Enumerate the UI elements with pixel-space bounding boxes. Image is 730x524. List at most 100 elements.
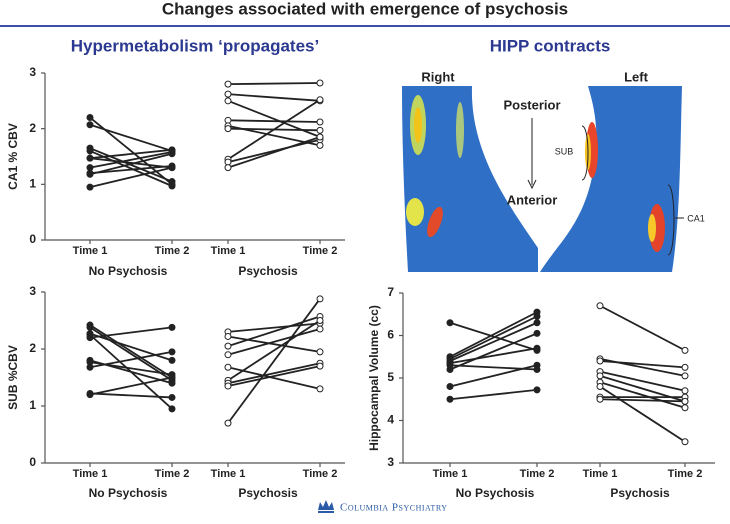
y-tick-label: 0 xyxy=(29,455,36,469)
data-point xyxy=(168,374,176,381)
footer: Columbia Psychiatry xyxy=(340,502,448,514)
slope-line xyxy=(89,152,173,176)
data-point xyxy=(316,79,324,87)
slope-line xyxy=(599,370,686,392)
group-label: Psychosis xyxy=(238,264,298,278)
x-tick-label: Time 1 xyxy=(433,468,468,480)
data-point xyxy=(316,96,324,104)
x-tick-label: Time 1 xyxy=(211,468,246,480)
group-label: No Psychosis xyxy=(456,486,535,500)
slope-line xyxy=(89,123,173,152)
group-label: Psychosis xyxy=(238,486,298,500)
data-point xyxy=(316,133,324,141)
data-point xyxy=(316,317,324,324)
data-point xyxy=(316,362,324,370)
data-point xyxy=(86,170,94,178)
data-point xyxy=(86,154,94,162)
slope-line xyxy=(89,148,173,160)
data-point xyxy=(168,150,176,158)
data-point xyxy=(224,97,232,105)
y-tick-label: 4 xyxy=(387,413,394,427)
slope-line xyxy=(449,311,538,358)
group-label: Psychosis xyxy=(610,486,670,500)
y-tick-label: 1 xyxy=(29,398,36,412)
slope-line xyxy=(227,82,321,86)
data-point xyxy=(224,419,232,427)
slope-line xyxy=(227,98,321,161)
x-tick-label: Time 2 xyxy=(155,245,190,257)
data-point xyxy=(86,363,94,371)
data-point xyxy=(681,404,689,412)
x-tick-label: Time 1 xyxy=(73,468,108,480)
slope-line xyxy=(227,138,321,163)
data-point xyxy=(446,366,454,373)
image-label: Anterior xyxy=(507,192,558,207)
data-point xyxy=(533,386,541,394)
slope-line xyxy=(449,347,538,365)
data-point xyxy=(224,90,232,98)
data-point xyxy=(168,405,176,413)
data-point xyxy=(316,325,324,333)
slope-line xyxy=(227,298,321,424)
data-point xyxy=(446,395,454,403)
image-label: Left xyxy=(624,69,649,84)
x-tick-label: Time 2 xyxy=(155,468,190,480)
slope-line xyxy=(89,165,173,175)
data-point xyxy=(446,383,454,390)
slope-line xyxy=(599,360,686,369)
data-point xyxy=(681,397,689,405)
slope-line xyxy=(227,328,321,356)
y-tick-label: 3 xyxy=(387,455,394,469)
y-tick-label: 1 xyxy=(29,177,36,191)
image-label: Posterior xyxy=(503,97,560,112)
data-point xyxy=(681,346,689,354)
slope-line xyxy=(449,321,538,352)
data-point xyxy=(316,295,324,303)
slope-line xyxy=(227,335,321,353)
data-point xyxy=(86,183,94,191)
data-point xyxy=(446,319,454,327)
data-point xyxy=(86,121,94,129)
slope-line xyxy=(227,136,321,169)
data-point xyxy=(224,80,232,88)
data-point xyxy=(596,372,604,380)
y-tick-label: 2 xyxy=(29,121,36,135)
data-point xyxy=(681,387,689,395)
slope-line xyxy=(227,362,321,385)
data-point xyxy=(596,395,604,403)
slope-line xyxy=(449,332,538,371)
slope-line xyxy=(599,381,686,409)
data-point xyxy=(224,342,232,350)
x-tick-label: Time 2 xyxy=(668,468,703,480)
slope-line xyxy=(599,304,686,352)
slope-line xyxy=(89,350,173,369)
data-point xyxy=(533,329,541,337)
data-point xyxy=(224,125,232,133)
data-point xyxy=(86,114,94,122)
data-point xyxy=(681,372,689,380)
data-point xyxy=(224,363,232,371)
data-point xyxy=(86,391,94,399)
data-point xyxy=(533,319,541,327)
x-tick-label: Time 2 xyxy=(520,468,555,480)
slide-title: Changes associated with emergence of psy… xyxy=(162,0,568,18)
slope-line xyxy=(449,321,538,362)
slope-line xyxy=(449,389,538,401)
data-point xyxy=(168,393,176,401)
slope-line xyxy=(599,385,686,443)
data-point xyxy=(681,438,689,446)
slope-line xyxy=(89,151,173,169)
slope-line xyxy=(89,157,173,169)
data-point xyxy=(168,323,176,331)
data-point xyxy=(168,356,176,364)
y-tick-label: 3 xyxy=(29,65,36,79)
hippocampus-image: Right Left Posterior Anterior SUB CA1 xyxy=(400,69,705,276)
slope-line xyxy=(89,326,173,339)
slope-line xyxy=(227,365,321,387)
slope-line xyxy=(227,319,321,382)
data-point xyxy=(596,357,604,365)
data-point xyxy=(596,302,604,310)
slope-line xyxy=(227,93,321,102)
slope-line xyxy=(227,119,321,123)
